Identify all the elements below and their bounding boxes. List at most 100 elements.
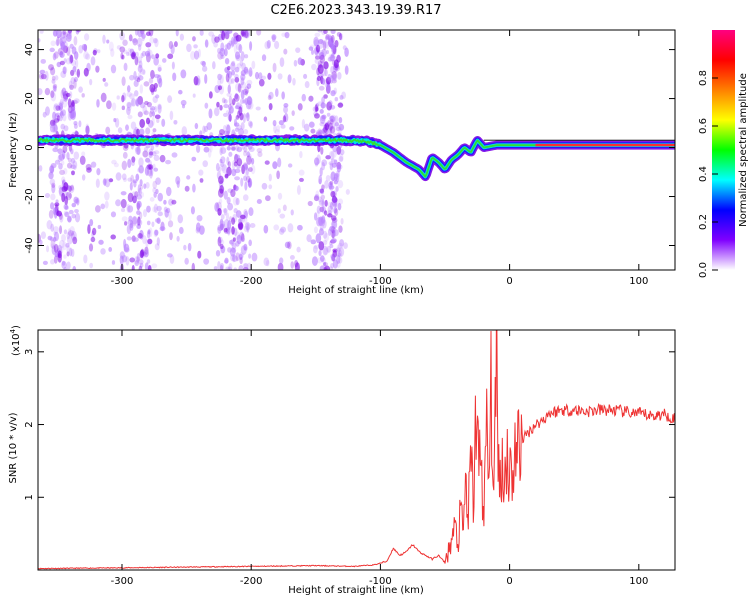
noise-cell bbox=[123, 247, 130, 253]
noise-cell bbox=[117, 127, 123, 134]
noise-cell bbox=[319, 54, 326, 64]
noise-cell bbox=[192, 183, 196, 193]
noise-cell bbox=[249, 223, 256, 229]
noise-cell bbox=[132, 179, 138, 184]
noise-cell bbox=[282, 204, 287, 212]
noise-cell bbox=[312, 106, 318, 112]
noise-cell bbox=[157, 64, 162, 72]
noise-cell bbox=[61, 192, 66, 203]
noise-cell bbox=[153, 154, 160, 161]
noise-cell bbox=[121, 160, 128, 171]
noise-cell bbox=[148, 77, 154, 84]
spectrogram-xtick-label: -100 bbox=[369, 276, 392, 287]
noise-cell bbox=[103, 177, 108, 184]
noise-cell bbox=[143, 81, 150, 87]
noise-cell bbox=[319, 224, 324, 231]
noise-cell bbox=[157, 103, 162, 110]
noise-cell bbox=[140, 52, 144, 59]
noise-cell bbox=[134, 56, 139, 66]
noise-cell bbox=[220, 161, 226, 172]
noise-cell bbox=[39, 69, 46, 75]
noise-cell bbox=[319, 198, 325, 205]
noise-cell bbox=[263, 116, 268, 122]
noise-cell bbox=[49, 124, 56, 133]
noise-cell bbox=[244, 30, 249, 39]
noise-cell bbox=[203, 125, 209, 133]
noise-cell bbox=[331, 90, 337, 95]
noise-cell bbox=[280, 124, 286, 129]
noise-cell bbox=[157, 104, 162, 114]
noise-cell bbox=[296, 246, 301, 253]
noise-cell bbox=[67, 215, 72, 223]
noise-cell bbox=[126, 203, 131, 213]
noise-cell bbox=[151, 54, 155, 60]
noise-cell bbox=[89, 218, 94, 227]
noise-cell bbox=[60, 123, 66, 130]
noise-cell bbox=[69, 247, 73, 257]
noise-cell bbox=[66, 235, 73, 245]
noise-cell bbox=[329, 241, 333, 246]
noise-cell bbox=[226, 196, 231, 205]
noise-cell bbox=[234, 73, 239, 80]
noise-cell bbox=[239, 98, 244, 105]
noise-cell bbox=[220, 147, 227, 155]
noise-cell bbox=[196, 214, 203, 222]
noise-cell bbox=[150, 144, 155, 151]
noise-cell bbox=[62, 66, 67, 75]
noise-cell bbox=[127, 114, 133, 120]
noise-cell bbox=[45, 106, 50, 116]
noise-cell bbox=[281, 91, 285, 100]
noise-cell bbox=[132, 237, 139, 242]
noise-cell bbox=[311, 63, 317, 71]
noise-cell bbox=[61, 234, 66, 242]
noise-cell bbox=[294, 262, 300, 270]
noise-cell bbox=[238, 218, 242, 224]
noise-cell bbox=[129, 93, 135, 100]
noise-cell bbox=[49, 119, 56, 127]
noise-cell bbox=[244, 181, 248, 191]
noise-cell bbox=[248, 180, 252, 188]
noise-cell bbox=[217, 260, 221, 270]
noise-cell bbox=[55, 105, 61, 111]
noise-cell bbox=[316, 205, 322, 214]
noise-cell bbox=[44, 70, 49, 81]
noise-cell bbox=[151, 110, 156, 117]
noise-cell bbox=[128, 215, 133, 222]
noise-cell bbox=[279, 213, 286, 219]
noise-cell bbox=[62, 66, 68, 74]
noise-cell bbox=[51, 245, 56, 255]
noise-cell bbox=[319, 121, 325, 127]
noise-cell bbox=[313, 195, 320, 202]
noise-cell bbox=[139, 184, 144, 190]
noise-cell bbox=[224, 57, 230, 65]
noise-cell bbox=[193, 50, 200, 60]
noise-cell bbox=[130, 220, 134, 229]
noise-cell bbox=[321, 78, 326, 85]
noise-cell bbox=[125, 256, 130, 266]
noise-cell bbox=[137, 64, 143, 73]
noise-cell bbox=[211, 34, 217, 44]
noise-cell bbox=[149, 83, 156, 93]
noise-cell bbox=[230, 189, 236, 198]
noise-cell bbox=[264, 160, 270, 165]
noise-cell bbox=[70, 230, 77, 241]
spectrogram-xtick-label: 0 bbox=[506, 276, 512, 287]
noise-cell bbox=[231, 98, 236, 106]
noise-cell bbox=[76, 197, 80, 206]
noise-cell bbox=[138, 165, 144, 174]
noise-cell bbox=[219, 104, 223, 111]
noise-cell bbox=[55, 39, 59, 46]
noise-cell bbox=[161, 118, 166, 128]
noise-cell bbox=[156, 217, 161, 224]
noise-cell bbox=[331, 70, 337, 80]
noise-cell bbox=[49, 236, 54, 242]
noise-cell bbox=[289, 255, 295, 260]
noise-cell bbox=[227, 202, 234, 211]
noise-cell bbox=[180, 69, 187, 79]
noise-cell bbox=[83, 67, 89, 77]
noise-cell bbox=[57, 154, 63, 163]
noise-cell bbox=[59, 110, 65, 119]
noise-cell bbox=[133, 79, 139, 88]
noise-cell bbox=[319, 167, 323, 177]
noise-cell bbox=[44, 193, 51, 199]
